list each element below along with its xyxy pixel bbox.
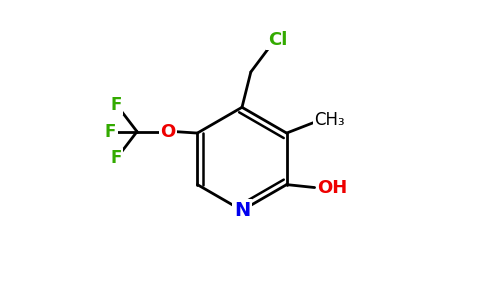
- Text: CH₃: CH₃: [314, 111, 345, 129]
- Text: OH: OH: [317, 178, 348, 196]
- Text: N: N: [234, 201, 250, 220]
- Text: F: F: [111, 96, 122, 114]
- Text: Cl: Cl: [268, 31, 287, 49]
- Text: F: F: [105, 123, 116, 141]
- Text: F: F: [111, 149, 122, 167]
- Text: O: O: [160, 123, 176, 141]
